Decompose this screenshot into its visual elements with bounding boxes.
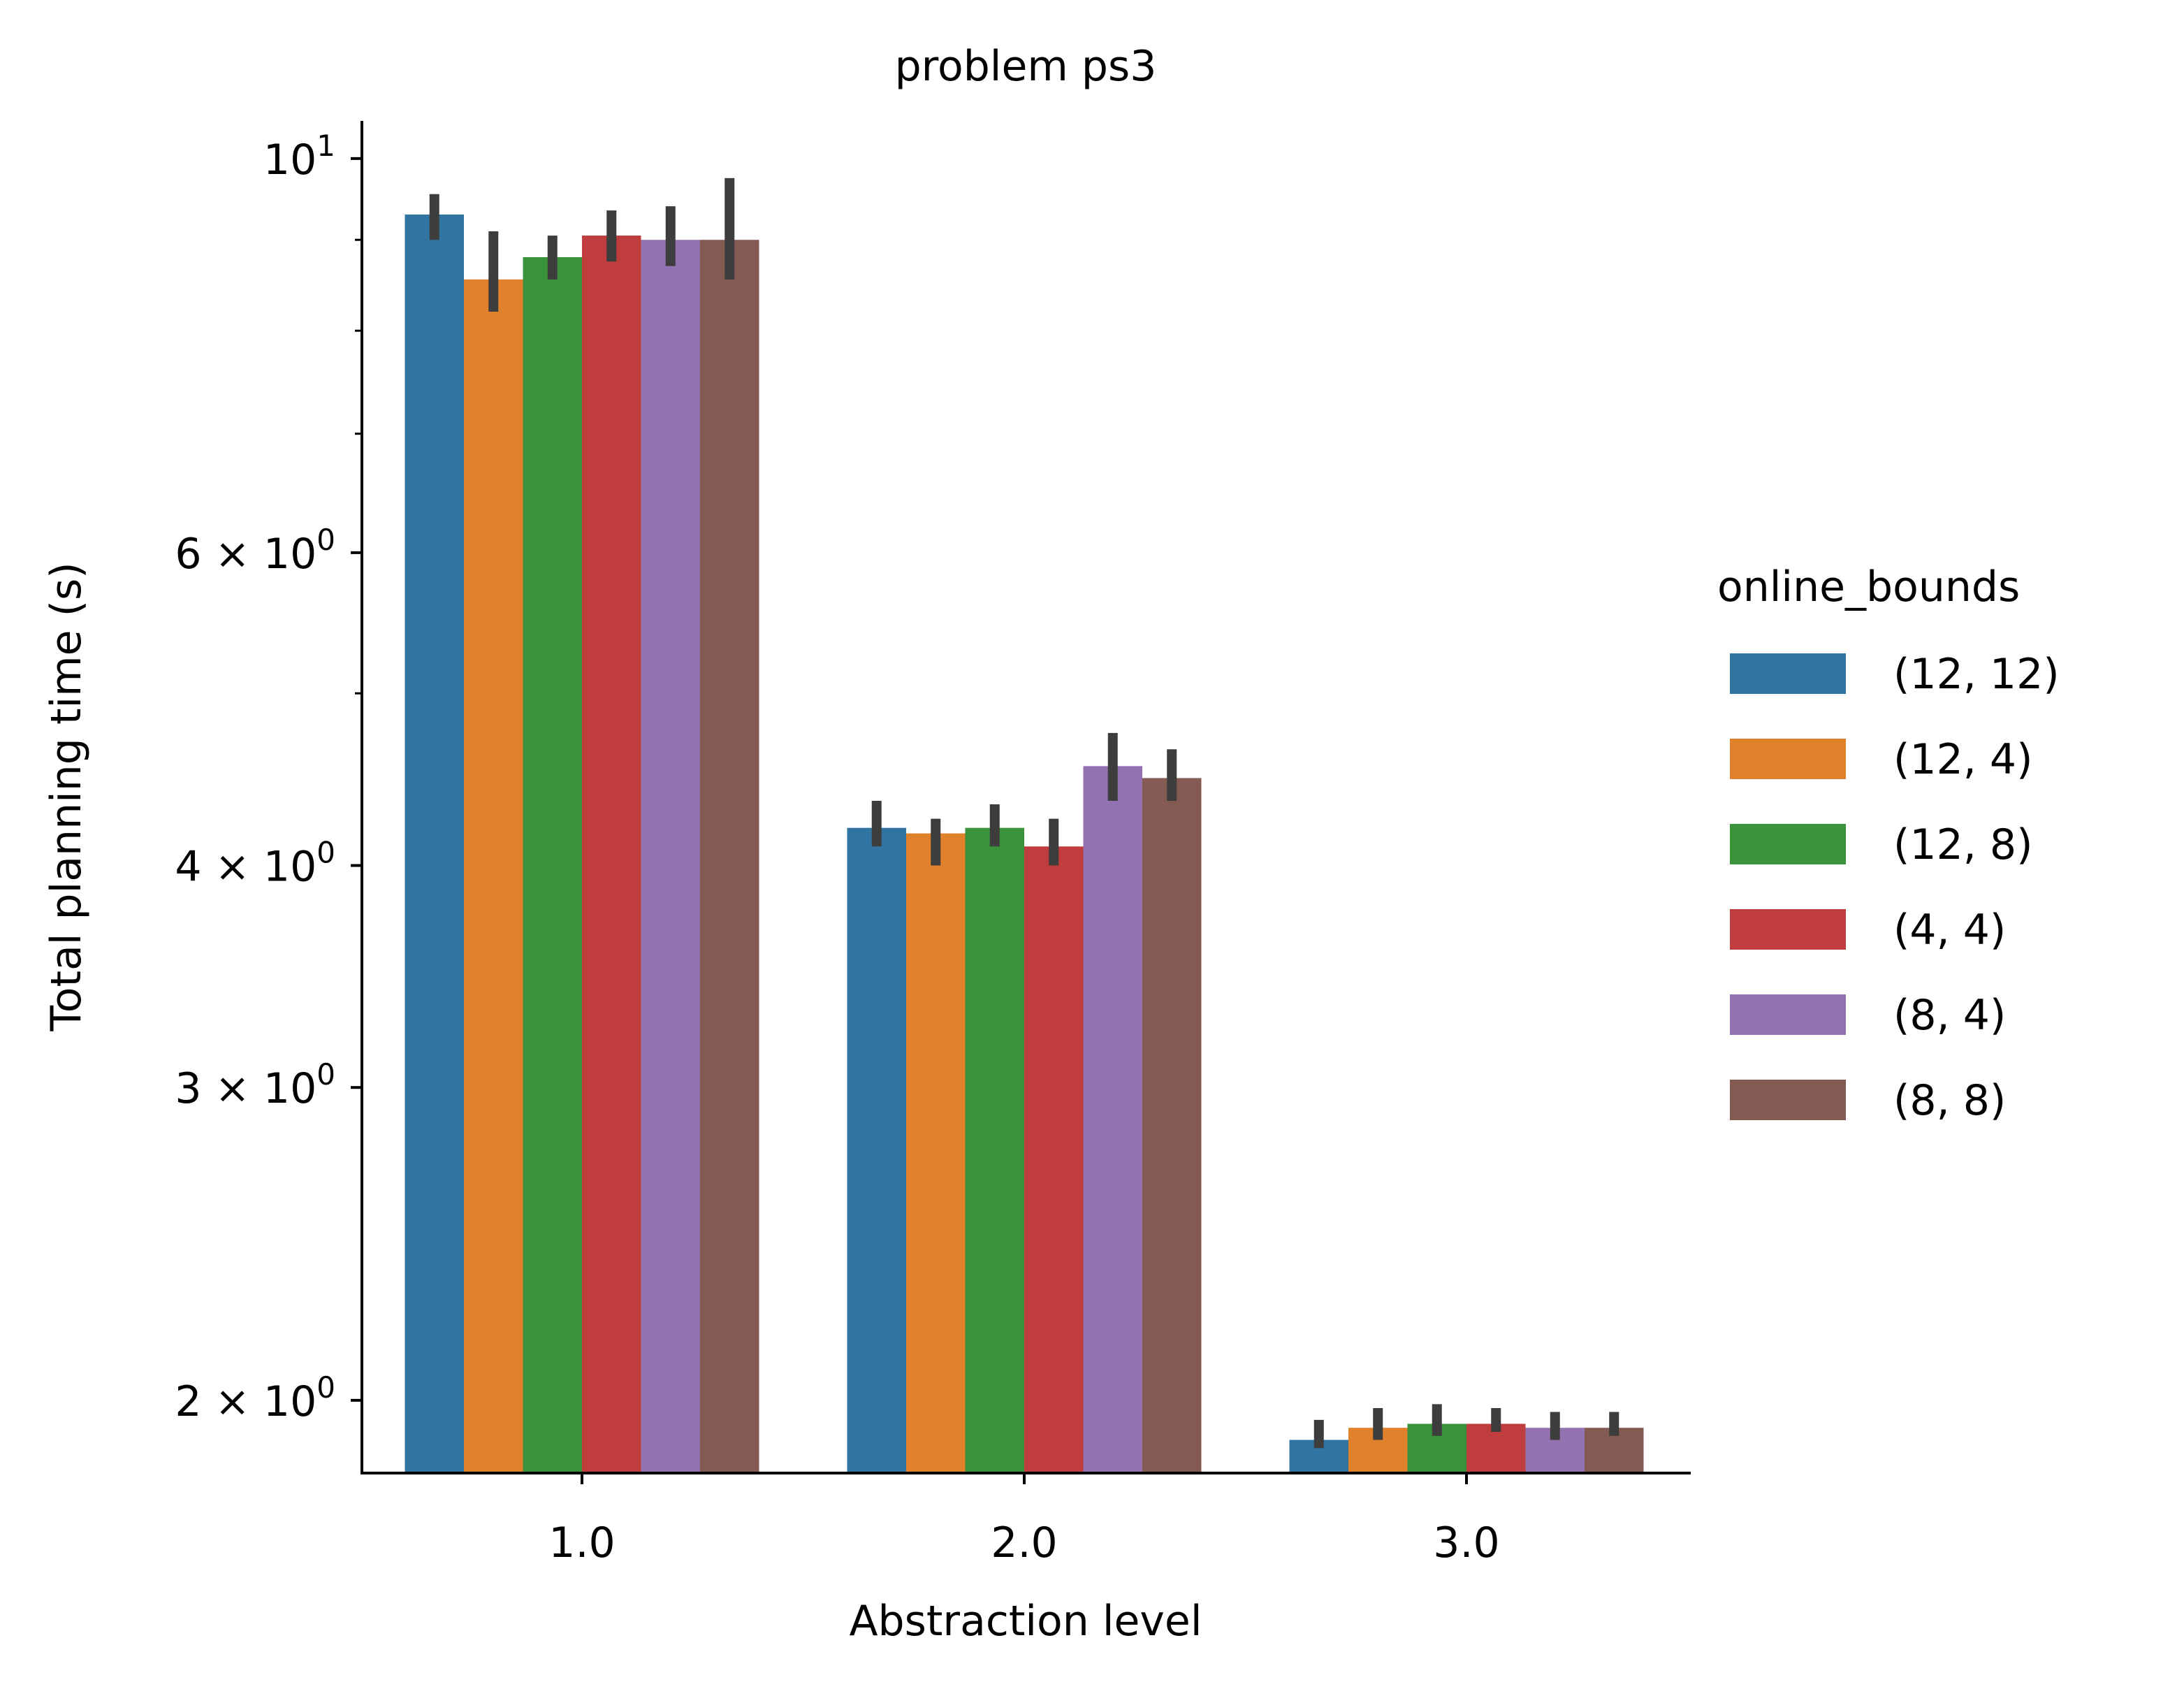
legend-items: (12, 12) (12, 4) (12, 8) (4, 4) (8, 4) (8, 8) [1730,650,2060,1125]
x-ticks-group: 1.0 2.0 3.0 [548,1473,1500,1567]
legend-swatch [1730,824,1846,864]
bar-4-4-level-3.0 [1466,1423,1526,1473]
legend-label: (12, 8) [1893,820,2032,869]
bars-group [405,214,1644,1474]
bar-8-8-level-2.0 [1142,778,1202,1473]
legend-label: (12, 4) [1893,735,2032,784]
x-tick-label: 3.0 [1433,1518,1499,1567]
bar-4-4-level-2.0 [1024,846,1084,1473]
legend-swatch [1730,909,1846,950]
x-axis-label: Abstraction level [849,1597,1202,1646]
legend-title: online_bounds [1717,563,2020,611]
legend-swatch [1730,739,1846,779]
legend-label: (4, 4) [1893,906,2006,955]
y-tick-label: 6 × 100 [175,523,335,579]
bar-8-8-level-1.0 [700,240,759,1473]
bar-12-8-level-1.0 [523,257,582,1474]
legend: online_bounds (12, 12) (12, 4) (12, 8) (4, … [1717,563,2060,1125]
legend-label: (12, 12) [1893,650,2060,699]
y-tick-label: 101 [263,129,335,184]
bar-12-12-level-1.0 [405,214,464,1473]
bar-12-12-level-2.0 [847,827,906,1473]
y-tick-label: 3 × 100 [175,1057,335,1113]
bar-4-4-level-1.0 [582,235,641,1473]
bar-12-4-level-2.0 [906,833,966,1473]
bar-8-4-level-2.0 [1083,766,1142,1473]
chart-title: problem ps3 [895,42,1157,91]
bar-12-4-level-1.0 [464,279,523,1473]
legend-swatch [1730,994,1846,1035]
x-tick-label: 1.0 [548,1518,615,1567]
y-tick-label: 4 × 100 [175,836,335,892]
legend-swatch [1730,1080,1846,1120]
bar-12-8-level-2.0 [965,827,1024,1473]
y-axis-label: Total planning time (s) [42,562,91,1031]
legend-label: (8, 8) [1893,1076,2006,1125]
legend-swatch [1730,653,1846,694]
bar-8-4-level-1.0 [641,240,700,1473]
error-bars-group [429,177,1619,1449]
x-tick-label: 2.0 [991,1518,1057,1567]
legend-label: (8, 4) [1893,991,2006,1040]
y-ticks-group: 101 6 × 100 4 × 100 3 × 100 2 × 100 [175,129,362,1426]
y-tick-label: 2 × 100 [175,1370,335,1426]
